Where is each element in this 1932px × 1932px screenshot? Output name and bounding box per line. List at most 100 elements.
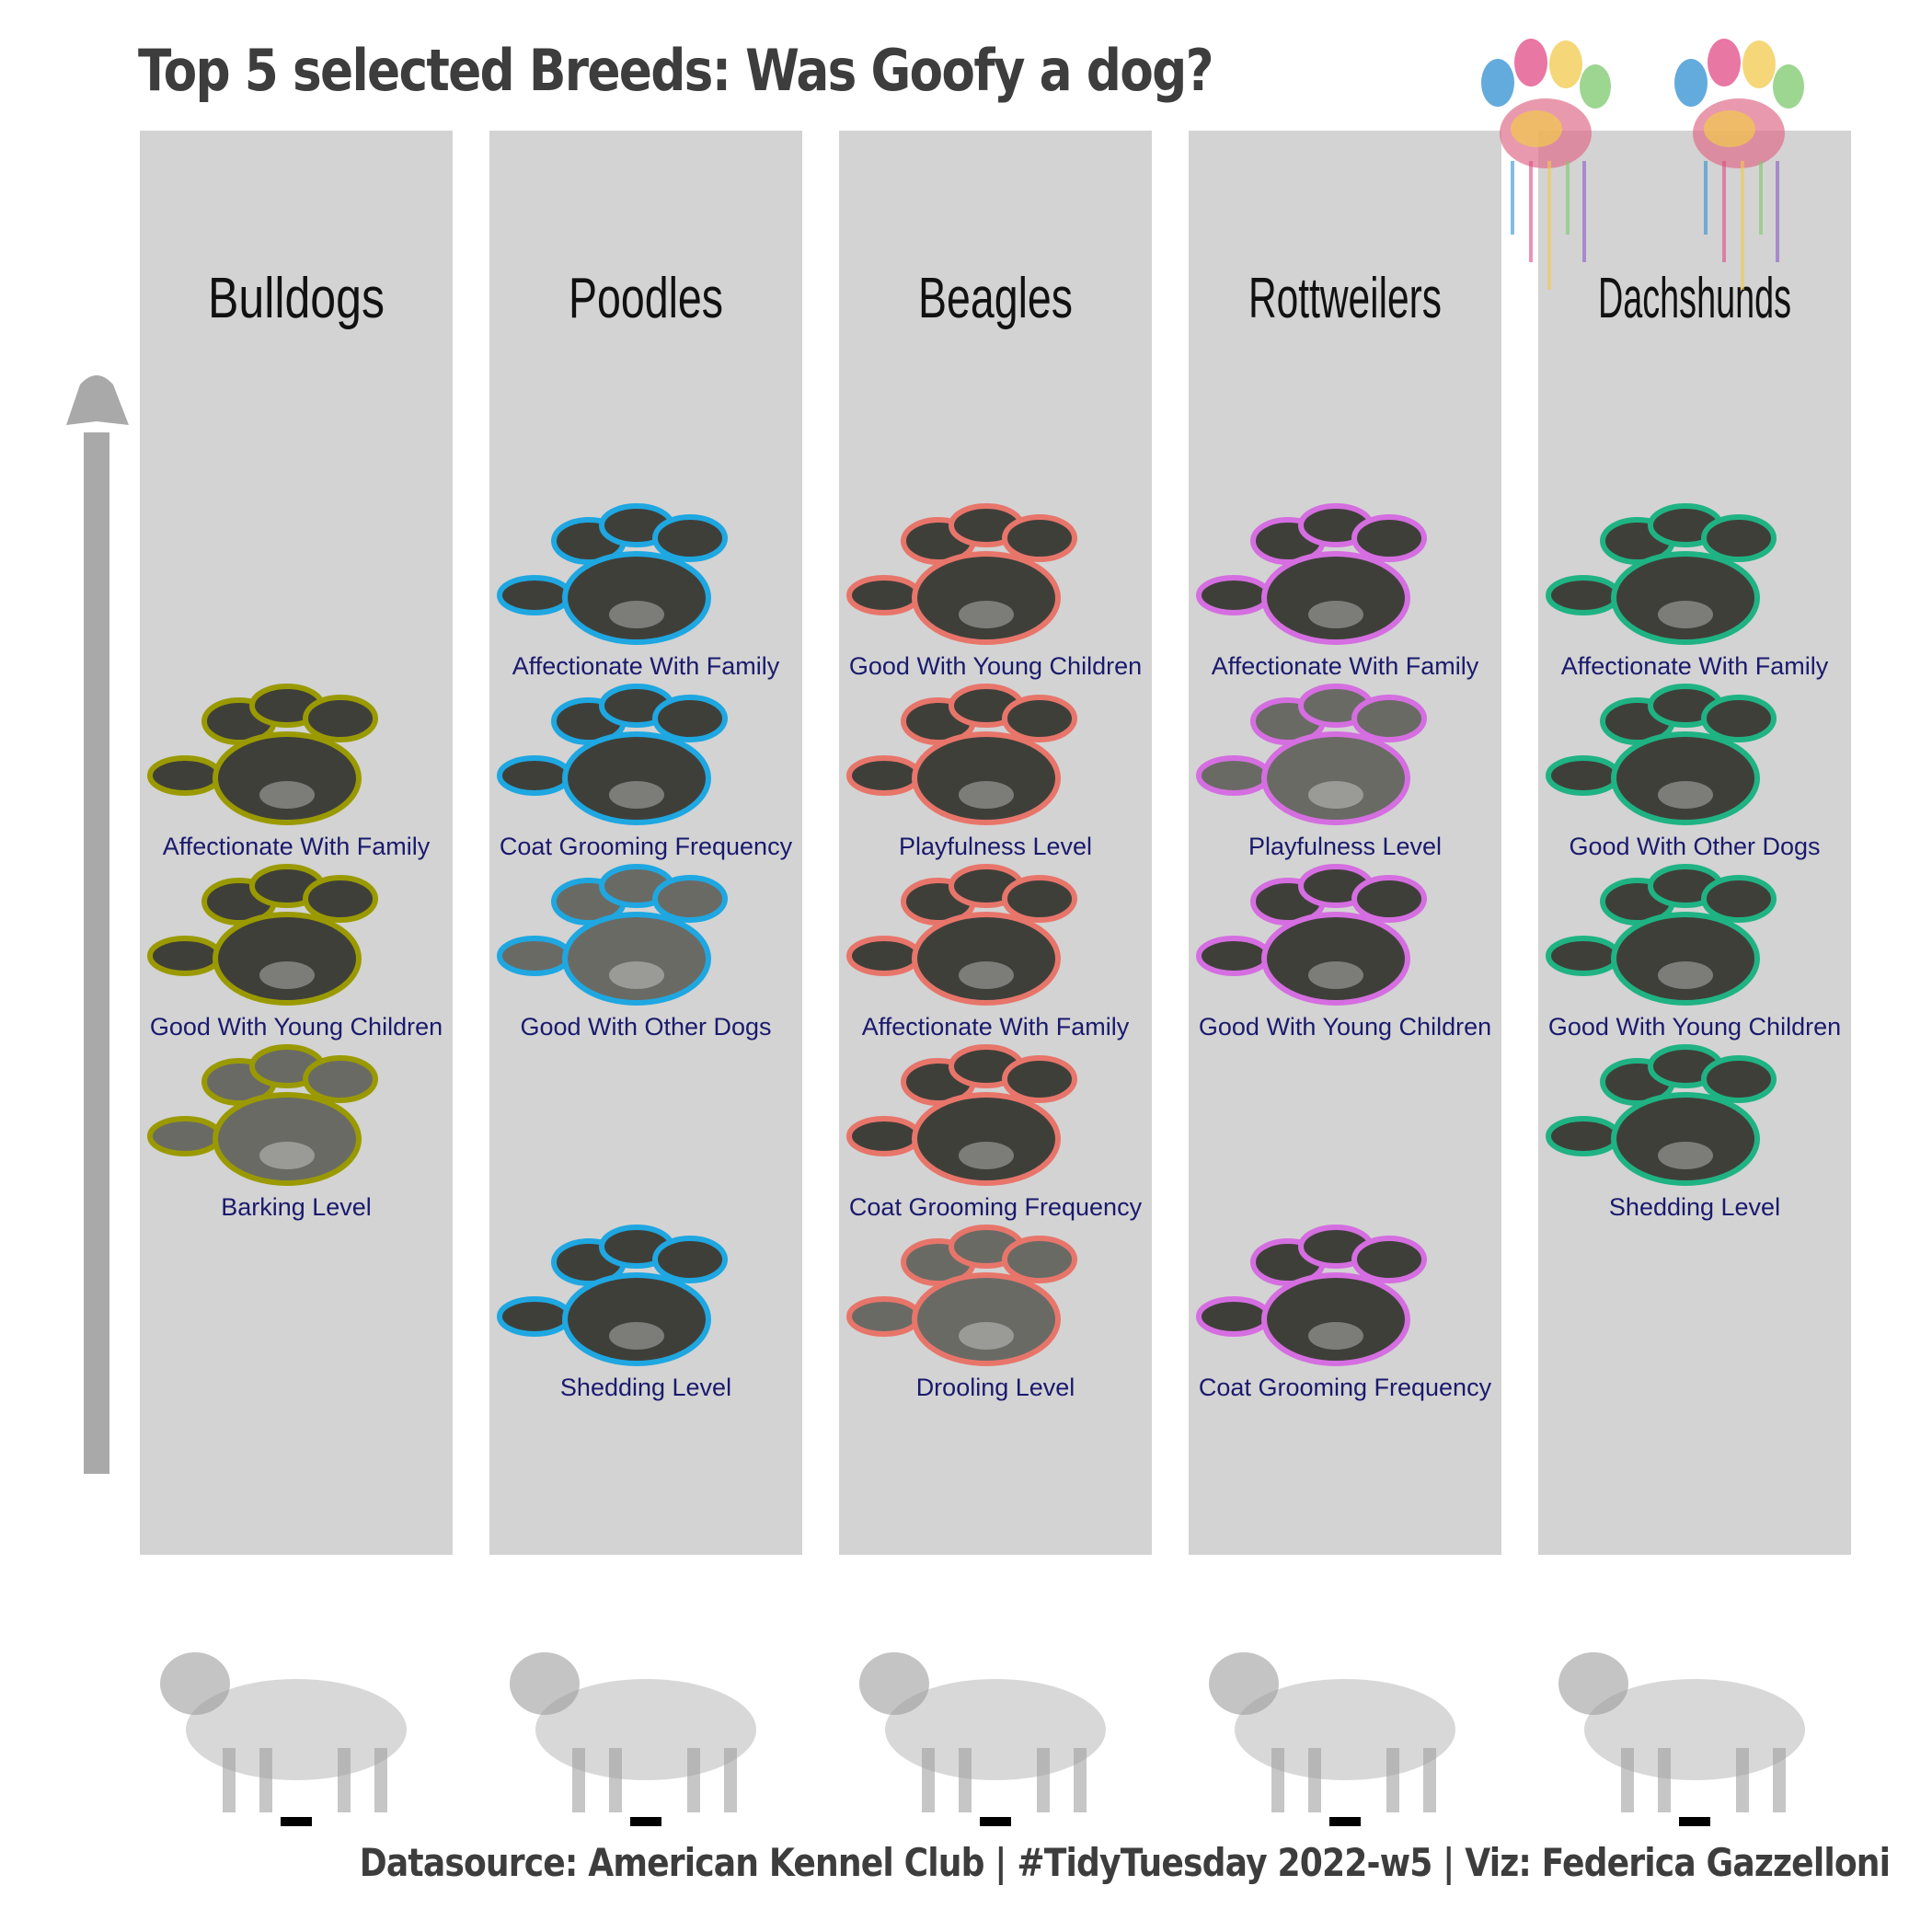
watercolor-drip xyxy=(1741,161,1744,290)
chart-caption: Datasource: American Kennel Club | #Tidy… xyxy=(359,1840,1891,1885)
paw-toe xyxy=(303,695,378,742)
trait-label: Drooling Level xyxy=(916,1374,1075,1401)
dog-leg xyxy=(1423,1748,1436,1812)
breed-column-poodles: Poodles Affectionate With Family Coat Groo… xyxy=(489,131,802,1826)
axis-tick xyxy=(1329,1817,1361,1826)
paw-toe xyxy=(303,875,378,923)
paw-highlight xyxy=(609,781,664,809)
paw-toe xyxy=(1002,1055,1077,1103)
paw-toe xyxy=(1351,695,1427,742)
paw-toe xyxy=(1196,575,1271,615)
dog-leg xyxy=(572,1748,585,1812)
dog-leg xyxy=(1621,1748,1634,1812)
dog-leg xyxy=(1037,1748,1050,1812)
paw-toe xyxy=(1701,695,1777,742)
rank-arrow-head xyxy=(66,375,129,425)
trait-label: Good With Young Children xyxy=(1548,1013,1841,1041)
trait-marker: Shedding Level xyxy=(497,1225,731,1401)
dog-leg xyxy=(223,1748,236,1812)
trait-label: Coat Grooming Frequency xyxy=(849,1193,1143,1221)
watercolor-toe xyxy=(1580,64,1611,109)
paw-main-pad xyxy=(1611,731,1760,825)
trait-label: Shedding Level xyxy=(560,1374,731,1401)
trait-label: Coat Grooming Frequency xyxy=(500,833,793,860)
dog-leg xyxy=(922,1748,935,1812)
watercolor-drip xyxy=(1529,161,1533,262)
breed-column-bulldogs: Bulldogs Affectionate With Family Good Wit… xyxy=(140,131,453,1826)
trait-label: Good With Young Children xyxy=(150,1013,443,1041)
trait-marker: Good With Young Children xyxy=(846,503,1142,680)
paw-toe xyxy=(1351,1236,1427,1283)
breed-name: Bulldogs xyxy=(208,267,385,330)
paw-main-pad xyxy=(912,1272,1061,1366)
breed-panel xyxy=(1538,131,1851,1555)
trait-marker: Coat Grooming Frequency xyxy=(497,684,793,860)
dog-head xyxy=(1558,1652,1628,1715)
chart-title: Top 5 selected Breeds: Was Goofy a dog? xyxy=(138,37,1214,104)
paw-highlight xyxy=(609,1322,664,1350)
paw-toe xyxy=(1351,875,1427,923)
paw-highlight xyxy=(959,781,1014,809)
watercolor-pad-center xyxy=(1704,110,1755,147)
paw-toe xyxy=(1701,875,1777,923)
trait-marker: Good With Other Dogs xyxy=(497,864,772,1041)
paw-main-pad xyxy=(912,912,1061,1006)
trait-label: Good With Other Dogs xyxy=(520,1013,771,1041)
paw-toe xyxy=(1002,695,1077,742)
paw-toe xyxy=(147,755,223,796)
dog-leg xyxy=(374,1748,387,1812)
paw-toe xyxy=(1546,575,1621,615)
paw-main-pad xyxy=(213,912,362,1006)
dog-body xyxy=(1584,1679,1805,1780)
paw-highlight xyxy=(1308,781,1363,809)
trait-label: Good With Young Children xyxy=(1199,1013,1491,1041)
trait-marker: Coat Grooming Frequency xyxy=(846,1044,1143,1221)
paw-main-pad xyxy=(1261,551,1410,645)
dog-leg xyxy=(338,1748,351,1812)
rank-arrow-shaft xyxy=(84,432,109,1474)
dog-body xyxy=(1235,1679,1455,1780)
trait-marker: Affectionate With Family xyxy=(147,684,431,860)
paw-toe xyxy=(1002,514,1077,562)
axis-tick xyxy=(281,1817,312,1826)
paw-highlight xyxy=(1658,961,1713,989)
breed-column-dachshunds: Dachshunds Affectionate With Family Good W… xyxy=(1538,131,1851,1826)
paw-toe xyxy=(497,1296,572,1337)
paw-toe xyxy=(652,875,728,923)
trait-label: Barking Level xyxy=(221,1193,372,1221)
dog-body xyxy=(885,1679,1106,1780)
paw-toe xyxy=(1196,936,1271,976)
breed-name: Beagles xyxy=(918,267,1073,330)
trait-label: Good With Young Children xyxy=(849,652,1142,680)
dog-illustration-icon xyxy=(1558,1652,1805,1812)
dog-leg xyxy=(724,1748,737,1812)
paw-main-pad xyxy=(912,551,1061,645)
dog-leg xyxy=(687,1748,700,1812)
watercolor-paw-icon xyxy=(1481,39,1611,290)
watercolor-drip xyxy=(1776,161,1779,262)
watercolor-drip xyxy=(1511,161,1514,235)
watercolor-toe xyxy=(1708,39,1741,86)
paw-highlight xyxy=(1308,961,1363,989)
watercolor-toe xyxy=(1742,40,1776,88)
paw-highlight xyxy=(609,961,664,989)
paw-highlight xyxy=(259,1142,315,1169)
paw-toe xyxy=(846,755,922,796)
paw-toe xyxy=(1002,1236,1077,1283)
paw-highlight xyxy=(1308,601,1363,628)
trait-label: Playfulness Level xyxy=(899,833,1092,860)
watercolor-toe xyxy=(1773,64,1804,109)
paw-toe xyxy=(652,695,728,742)
paw-highlight xyxy=(259,781,315,809)
watercolor-drip xyxy=(1722,161,1726,262)
dog-leg xyxy=(1074,1748,1087,1812)
paw-toe xyxy=(652,1236,728,1283)
dog-leg xyxy=(1308,1748,1321,1812)
breed-column-rottweilers: Rottweilers Affectionate With Family Playf… xyxy=(1189,131,1501,1826)
paw-toe xyxy=(1002,875,1077,923)
watercolor-drip xyxy=(1547,161,1551,290)
trait-marker: Drooling Level xyxy=(846,1225,1077,1401)
paw-highlight xyxy=(259,961,315,989)
trait-label: Affectionate With Family xyxy=(1212,652,1479,680)
trait-marker: Affectionate With Family xyxy=(1196,503,1479,680)
